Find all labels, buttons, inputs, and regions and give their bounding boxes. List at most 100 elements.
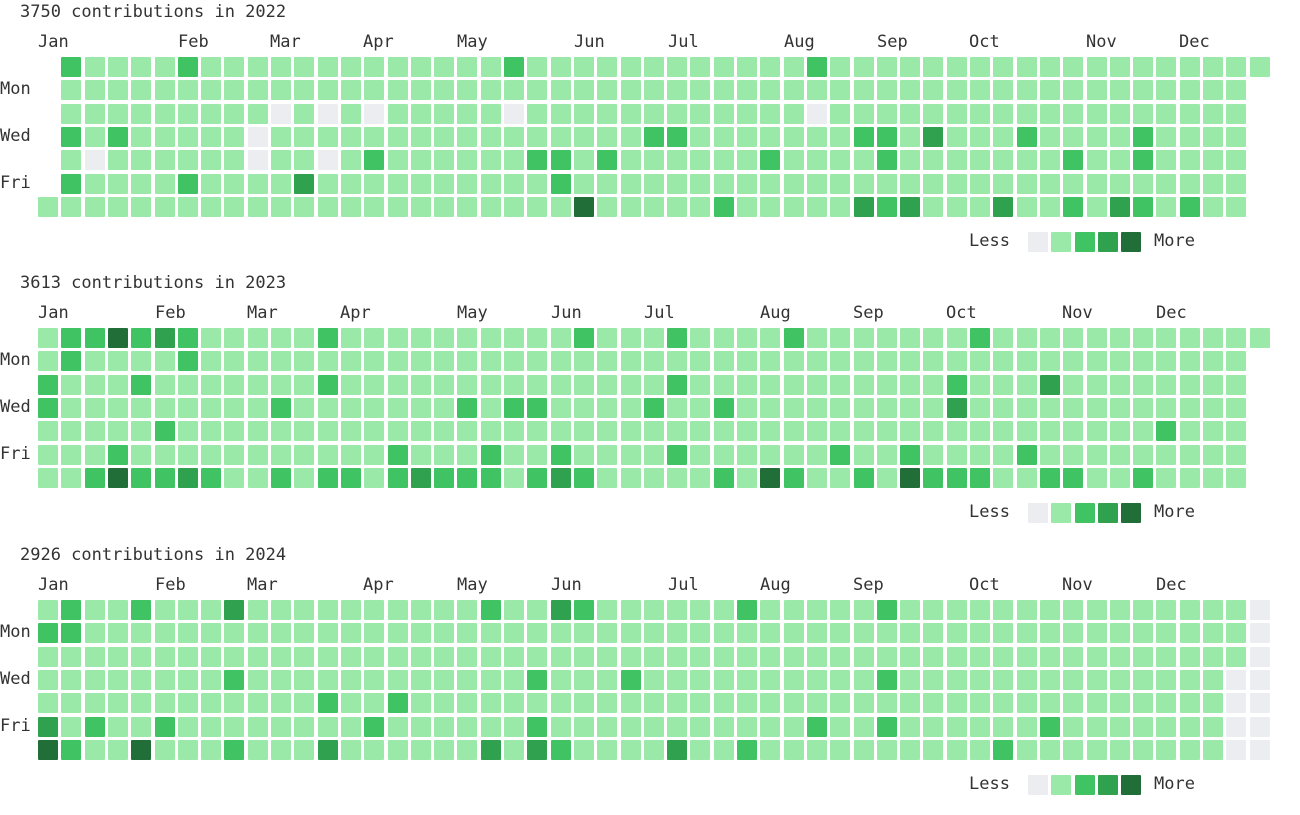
day-cell[interactable] [783, 444, 804, 465]
day-cell[interactable] [1039, 646, 1060, 667]
day-cell[interactable] [84, 467, 105, 488]
day-cell[interactable] [643, 57, 664, 77]
day-cell[interactable] [527, 444, 548, 465]
day-cell[interactable] [853, 328, 874, 348]
day-cell[interactable] [84, 693, 105, 714]
day-cell[interactable] [457, 150, 478, 171]
day-cell[interactable] [737, 173, 757, 194]
day-cell[interactable] [527, 126, 548, 147]
day-cell[interactable] [1016, 444, 1037, 465]
day-cell[interactable] [480, 397, 501, 418]
day-cell[interactable] [667, 374, 688, 395]
day-cell[interactable] [271, 646, 291, 667]
day-cell[interactable] [177, 600, 198, 620]
day-cell[interactable] [737, 397, 757, 418]
day-cell[interactable] [1063, 103, 1084, 124]
day-cell[interactable] [387, 57, 408, 77]
day-cell[interactable] [713, 421, 734, 442]
day-cell[interactable] [107, 421, 128, 442]
day-cell[interactable] [806, 103, 827, 124]
day-cell[interactable] [527, 397, 548, 418]
day-cell[interactable] [1226, 600, 1247, 620]
day-cell[interactable] [410, 103, 431, 124]
day-cell[interactable] [480, 80, 501, 101]
day-cell[interactable] [1039, 467, 1060, 488]
day-cell[interactable] [294, 600, 315, 620]
day-cell[interactable] [550, 126, 571, 147]
day-cell[interactable] [853, 374, 874, 395]
day-cell[interactable] [340, 173, 361, 194]
day-cell[interactable] [573, 374, 594, 395]
day-cell[interactable] [993, 467, 1014, 488]
day-cell[interactable] [853, 646, 874, 667]
day-cell[interactable] [1226, 421, 1247, 442]
day-cell[interactable] [900, 103, 921, 124]
day-cell[interactable] [573, 669, 594, 690]
day-cell[interactable] [1109, 646, 1130, 667]
day-cell[interactable] [783, 126, 804, 147]
day-cell[interactable] [597, 421, 618, 442]
day-cell[interactable] [1086, 739, 1107, 760]
day-cell[interactable] [853, 600, 874, 620]
day-cell[interactable] [131, 196, 152, 217]
day-cell[interactable] [177, 126, 198, 147]
day-cell[interactable] [667, 328, 688, 348]
day-cell[interactable] [806, 173, 827, 194]
day-cell[interactable] [573, 103, 594, 124]
day-cell[interactable] [154, 351, 175, 372]
day-cell[interactable] [1109, 150, 1130, 171]
day-cell[interactable] [1203, 467, 1223, 488]
day-cell[interactable] [1063, 623, 1084, 644]
day-cell[interactable] [247, 80, 268, 101]
day-cell[interactable] [201, 57, 222, 77]
day-cell[interactable] [713, 669, 734, 690]
day-cell[interactable] [737, 421, 757, 442]
day-cell[interactable] [1086, 80, 1107, 101]
day-cell[interactable] [364, 351, 385, 372]
day-cell[interactable] [550, 716, 571, 737]
day-cell[interactable] [1063, 351, 1084, 372]
day-cell[interactable] [340, 716, 361, 737]
day-cell[interactable] [1086, 150, 1107, 171]
day-cell[interactable] [783, 80, 804, 101]
day-cell[interactable] [643, 196, 664, 217]
day-cell[interactable] [504, 623, 524, 644]
day-cell[interactable] [107, 150, 128, 171]
day-cell[interactable] [1226, 467, 1247, 488]
day-cell[interactable] [830, 646, 851, 667]
day-cell[interactable] [107, 103, 128, 124]
day-cell[interactable] [1156, 739, 1177, 760]
day-cell[interactable] [340, 126, 361, 147]
day-cell[interactable] [177, 421, 198, 442]
day-cell[interactable] [457, 80, 478, 101]
day-cell[interactable] [1203, 716, 1223, 737]
day-cell[interactable] [224, 693, 245, 714]
day-cell[interactable] [434, 173, 455, 194]
day-cell[interactable] [504, 693, 524, 714]
day-cell[interactable] [830, 196, 851, 217]
day-cell[interactable] [806, 421, 827, 442]
day-cell[interactable] [1063, 150, 1084, 171]
day-cell[interactable] [131, 57, 152, 77]
day-cell[interactable] [131, 328, 152, 348]
day-cell[interactable] [410, 351, 431, 372]
day-cell[interactable] [643, 467, 664, 488]
day-cell[interactable] [107, 693, 128, 714]
day-cell[interactable] [1039, 173, 1060, 194]
day-cell[interactable] [247, 173, 268, 194]
day-cell[interactable] [900, 328, 921, 348]
day-cell[interactable] [480, 126, 501, 147]
day-cell[interactable] [527, 646, 548, 667]
day-cell[interactable] [61, 374, 82, 395]
day-cell[interactable] [970, 80, 990, 101]
day-cell[interactable] [946, 716, 967, 737]
day-cell[interactable] [504, 374, 524, 395]
day-cell[interactable] [806, 328, 827, 348]
day-cell[interactable] [271, 623, 291, 644]
day-cell[interactable] [61, 351, 82, 372]
day-cell[interactable] [294, 646, 315, 667]
day-cell[interactable] [154, 57, 175, 77]
day-cell[interactable] [61, 328, 82, 348]
day-cell[interactable] [224, 669, 245, 690]
day-cell[interactable] [131, 716, 152, 737]
